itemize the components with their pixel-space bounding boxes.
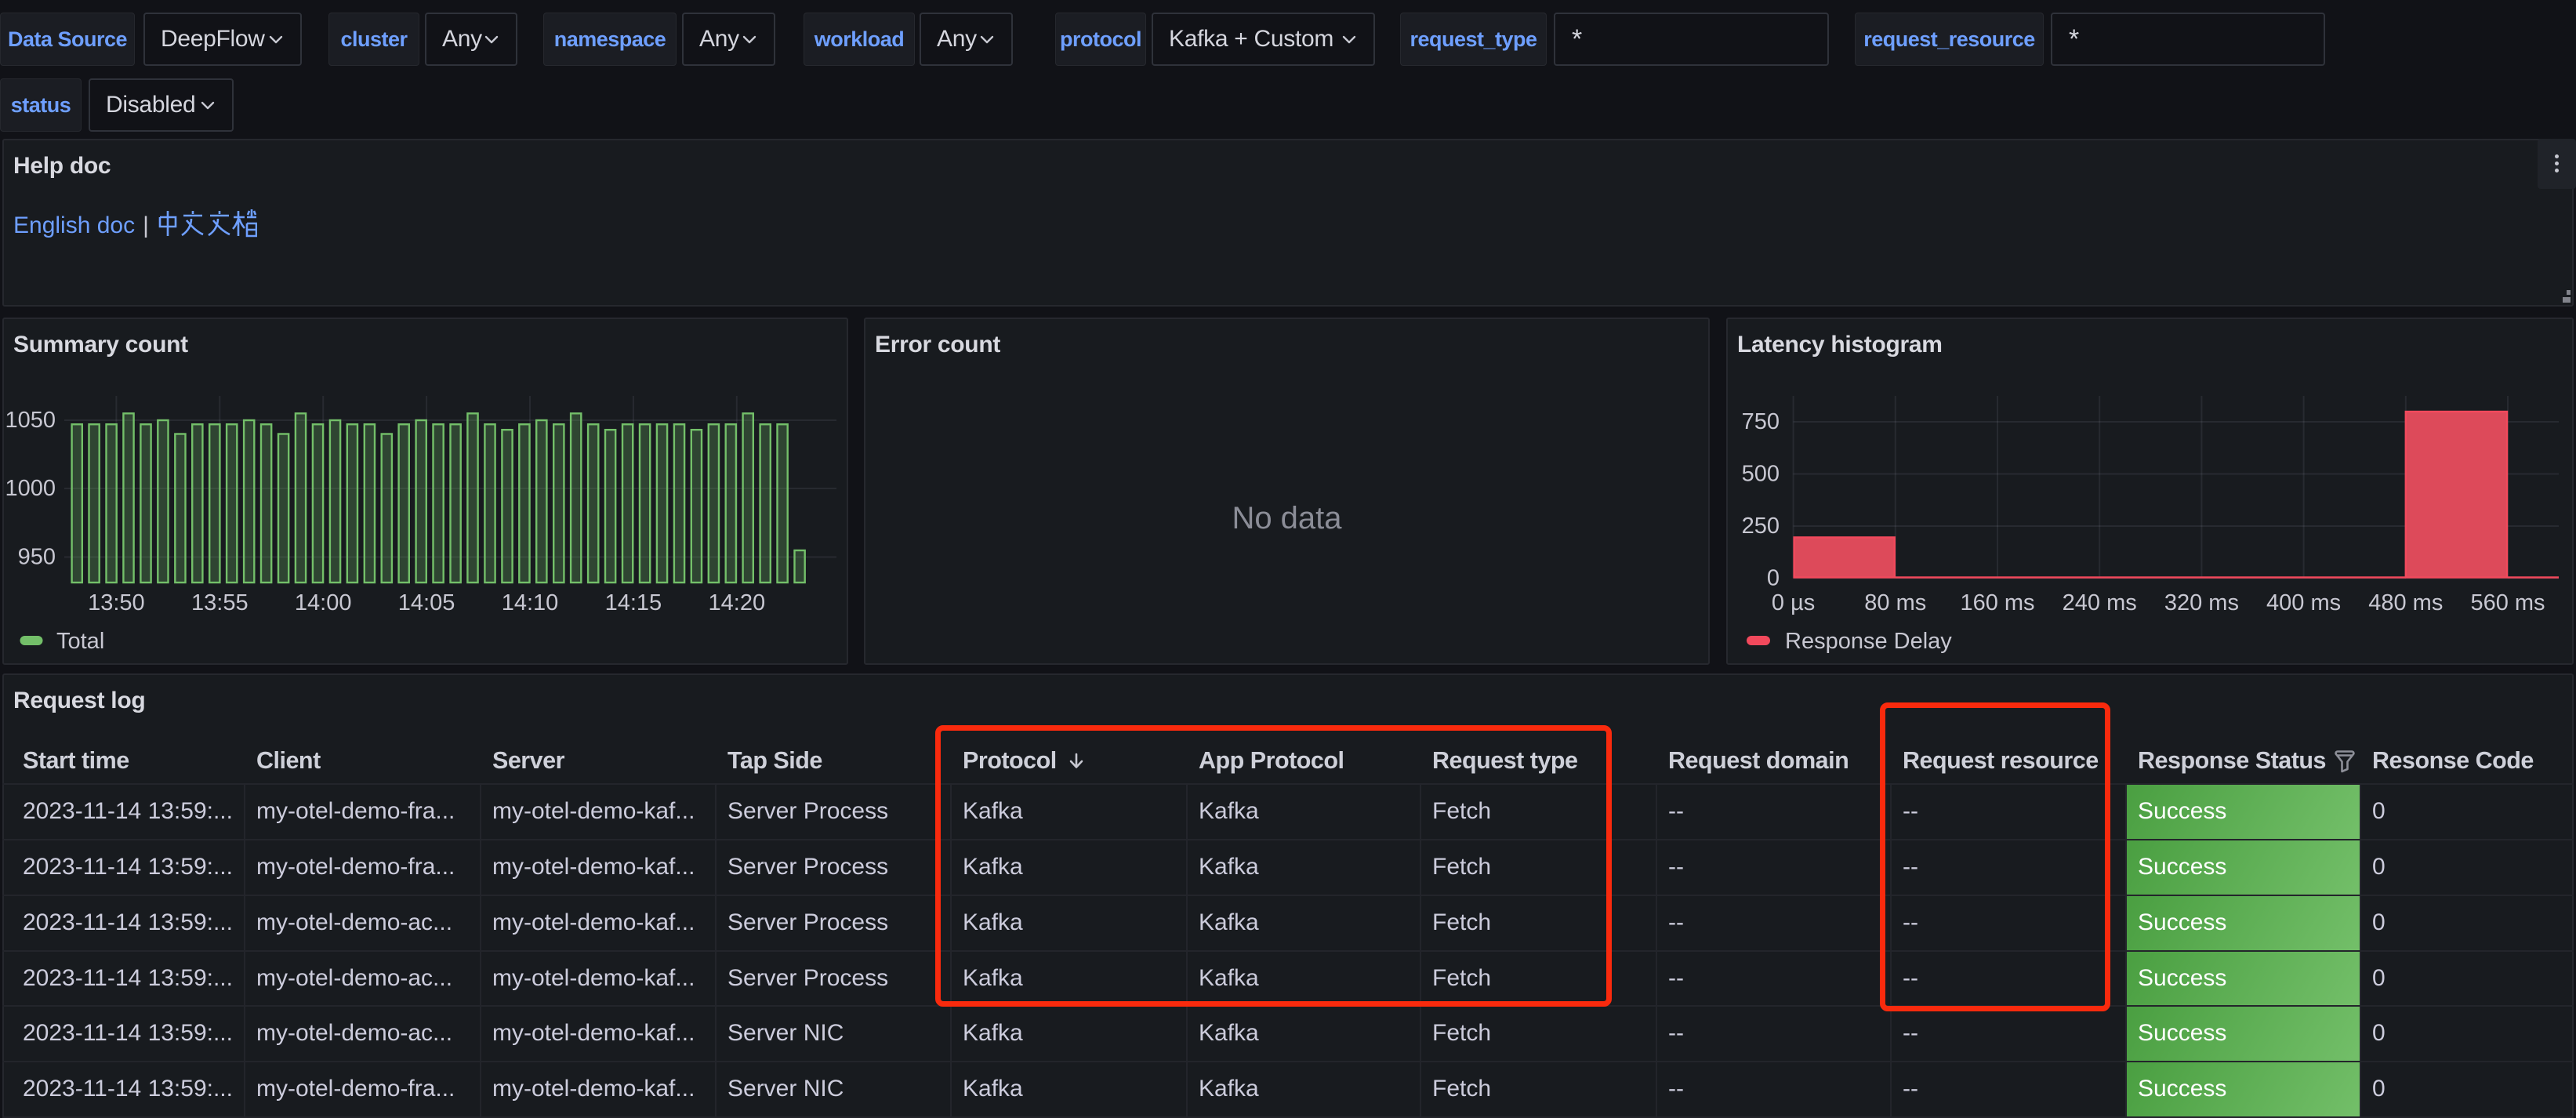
svg-text:160 ms: 160 ms	[1960, 590, 2034, 615]
svg-text:13:55: 13:55	[191, 590, 249, 615]
svg-text:Total: Total	[56, 629, 104, 654]
svg-text:240 ms: 240 ms	[2063, 590, 2137, 615]
svg-text:950: 950	[18, 545, 56, 570]
svg-text:14:20: 14:20	[709, 590, 766, 615]
svg-text:1050: 1050	[5, 408, 56, 433]
svg-text:0: 0	[1767, 566, 1780, 591]
svg-text:750: 750	[1742, 409, 1780, 434]
svg-text:14:05: 14:05	[398, 590, 455, 615]
svg-text:500: 500	[1742, 462, 1780, 487]
svg-text:250: 250	[1742, 514, 1780, 539]
svg-text:14:15: 14:15	[605, 590, 662, 615]
svg-text:0 µs: 0 µs	[1772, 590, 1815, 615]
svg-text:80 ms: 80 ms	[1864, 590, 1926, 615]
svg-text:1000: 1000	[5, 476, 56, 501]
svg-text:400 ms: 400 ms	[2266, 590, 2341, 615]
svg-text:480 ms: 480 ms	[2368, 590, 2443, 615]
svg-text:560 ms: 560 ms	[2470, 590, 2545, 615]
svg-text:13:50: 13:50	[88, 590, 145, 615]
svg-text:320 ms: 320 ms	[2164, 590, 2239, 615]
svg-text:14:10: 14:10	[502, 590, 559, 615]
svg-text:14:00: 14:00	[295, 590, 352, 615]
svg-text:Response Delay: Response Delay	[1785, 629, 1952, 654]
